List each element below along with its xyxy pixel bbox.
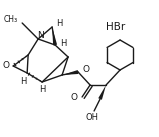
Text: H: H — [39, 85, 45, 95]
Polygon shape — [52, 27, 57, 45]
Text: OH: OH — [86, 112, 99, 122]
Polygon shape — [62, 70, 78, 75]
Text: H: H — [60, 38, 66, 48]
Text: CH₃: CH₃ — [4, 15, 18, 24]
Text: O: O — [82, 65, 89, 73]
Text: HBr: HBr — [107, 22, 126, 32]
Text: O: O — [2, 62, 9, 71]
Text: N: N — [37, 31, 44, 39]
Text: O: O — [70, 92, 77, 102]
Polygon shape — [98, 85, 106, 100]
Text: H: H — [20, 76, 26, 85]
Text: H: H — [56, 18, 62, 28]
